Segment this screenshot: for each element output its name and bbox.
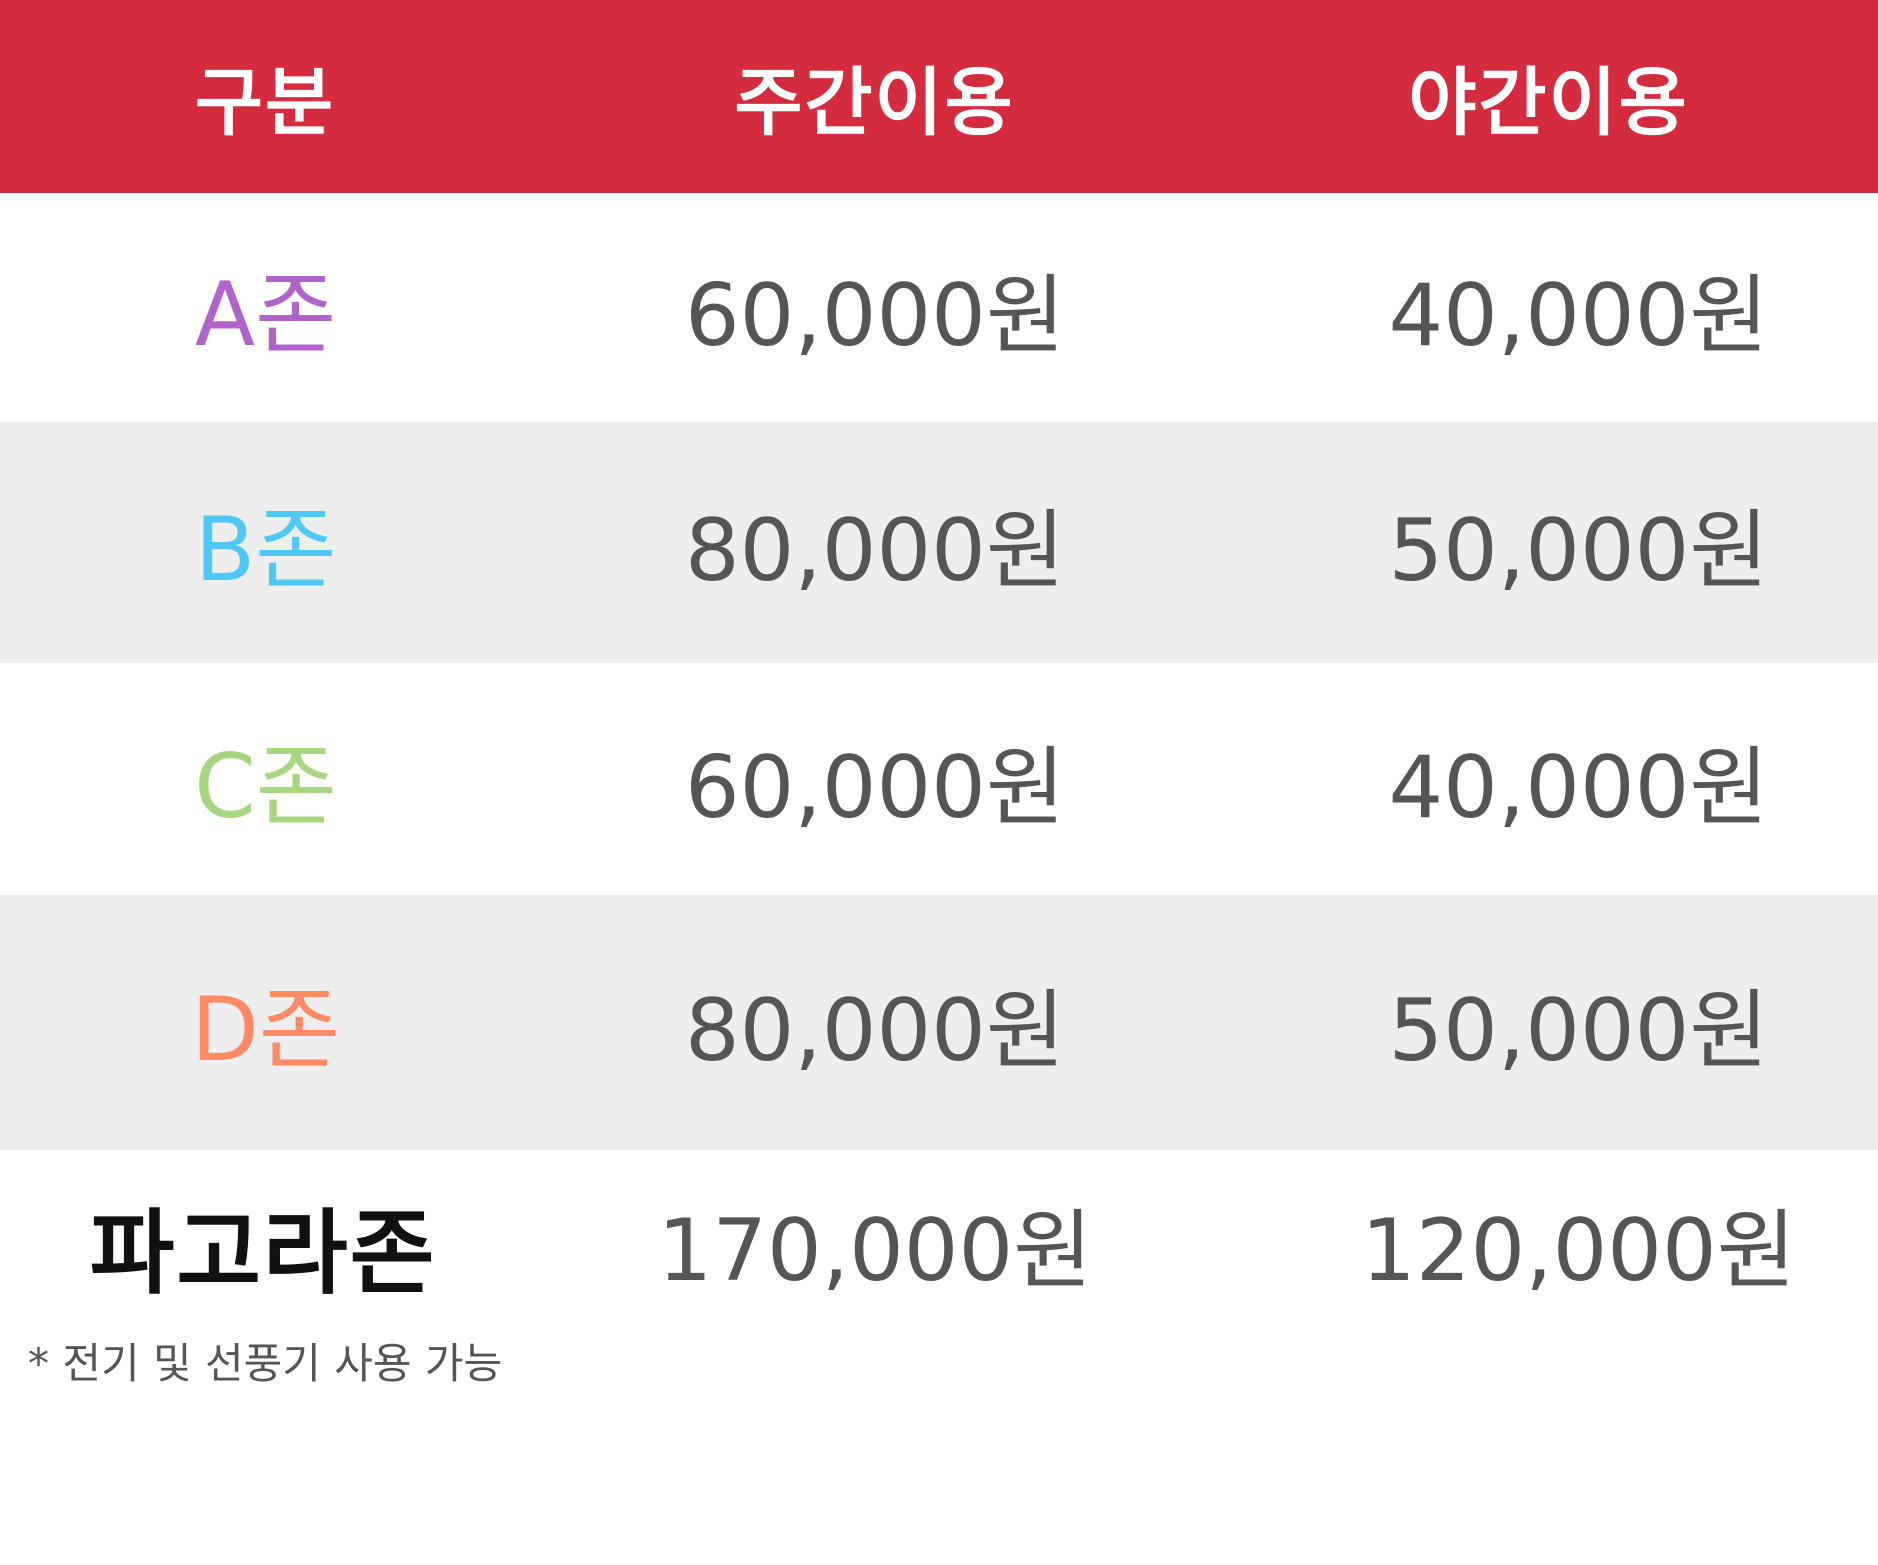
zone-c-label: C존 xyxy=(194,734,337,838)
pagora-night-price: 120,000원 xyxy=(1361,1201,1796,1301)
zone-a-day-price: 60,000원 xyxy=(684,266,1066,366)
zone-d-day-price: 80,000원 xyxy=(684,981,1066,1081)
zone-b-day-price: 80,000원 xyxy=(684,501,1066,601)
pagora-zone-note: * 전기 및 선풍기 사용 가능 xyxy=(28,1339,503,1388)
pagora-night-cell: 120,000원 xyxy=(1219,1150,1878,1294)
table-header: 구분 주간이용 야간이용 xyxy=(0,0,1878,193)
table-row-b: B존 80,000원 50,000원 xyxy=(0,422,1878,663)
zone-a-night-price: 40,000원 xyxy=(1388,266,1769,366)
zone-d-label: D존 xyxy=(191,978,340,1081)
zone-b-label: B존 xyxy=(194,498,337,601)
pagora-day-price: 170,000원 xyxy=(657,1201,1093,1301)
table-row-pagora: 파고라존 * 전기 및 선풍기 사용 가능 170,000원 120,000원 xyxy=(0,1150,1878,1565)
pagora-day-cell: 170,000원 xyxy=(531,1150,1219,1294)
header-nighttime: 야간이용 xyxy=(1408,60,1689,146)
zone-c-day-price: 60,000원 xyxy=(684,737,1066,838)
zone-a-label: A존 xyxy=(194,263,337,366)
zone-b-night-price: 50,000원 xyxy=(1388,501,1769,601)
pagora-zone-label: 파고라존 xyxy=(89,1200,437,1307)
table-row-c: C존 60,000원 40,000원 xyxy=(0,663,1878,895)
header-category: 구분 xyxy=(0,0,531,193)
table-row-a: A존 60,000원 40,000원 xyxy=(0,193,1878,422)
table-row-d: D존 80,000원 50,000원 xyxy=(0,895,1878,1150)
header-daytime: 주간이용 xyxy=(531,0,1219,193)
pagora-zone-cell: 파고라존 * 전기 및 선풍기 사용 가능 xyxy=(0,1150,531,1391)
zone-d-night-price: 50,000원 xyxy=(1388,981,1769,1081)
zone-c-night-price: 40,000원 xyxy=(1388,737,1769,838)
